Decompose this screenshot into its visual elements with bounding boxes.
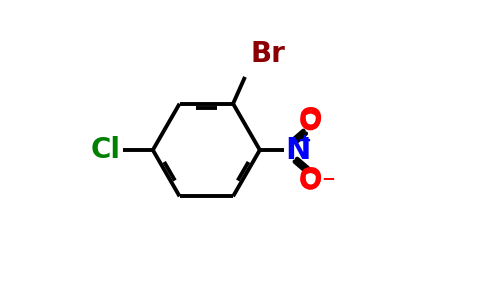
Text: O: O [299,106,322,134]
Text: O: O [299,166,322,194]
Text: +: + [298,132,312,150]
Text: Br: Br [251,40,286,68]
Text: Cl: Cl [90,136,120,164]
Text: N: N [285,136,310,164]
Text: −: − [321,169,334,187]
